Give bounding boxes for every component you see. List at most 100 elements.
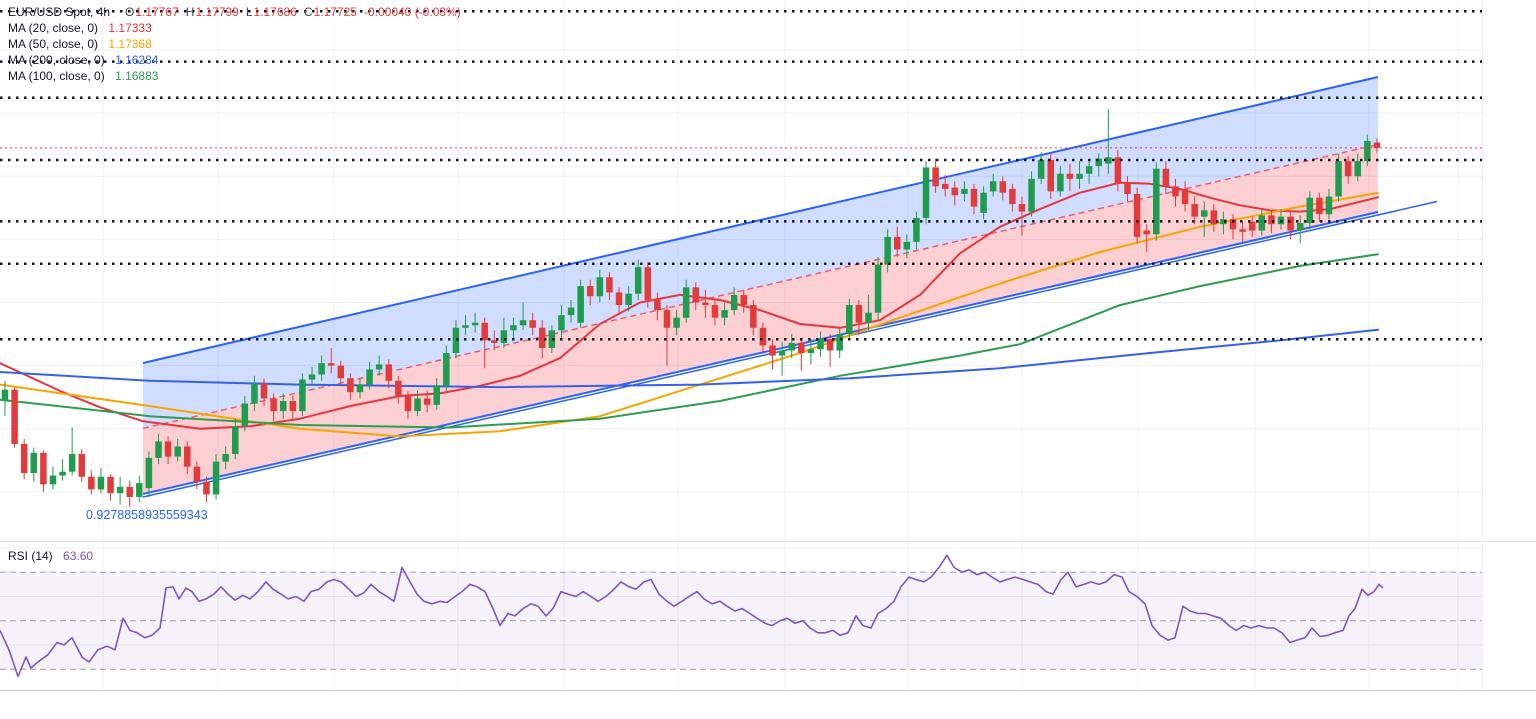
candle-up (567, 307, 575, 316)
candle-up (778, 350, 786, 356)
candle-up (212, 461, 220, 495)
candle-up (1105, 157, 1112, 164)
channel-upper-fill (143, 77, 1378, 429)
candle-up (625, 293, 632, 306)
candle-up (30, 452, 38, 473)
candle-up (807, 349, 815, 354)
candle-down (759, 327, 767, 346)
candle-up (49, 475, 57, 485)
candle-up (375, 364, 383, 370)
candle-down (40, 452, 47, 485)
candle-down (586, 286, 594, 297)
candle-down (107, 476, 114, 494)
candle-down (1287, 216, 1294, 231)
channel-lower-fill (143, 144, 1378, 494)
candle-down (203, 481, 210, 495)
candle-down (1268, 215, 1275, 225)
candle-down (606, 277, 613, 293)
candle-up (356, 384, 364, 393)
candle-up (673, 317, 680, 328)
candle-down (750, 305, 757, 328)
candle-down (970, 188, 978, 207)
candle-down (1124, 183, 1131, 194)
candle-up (817, 339, 824, 350)
candle-down (1172, 186, 1179, 197)
candle-down (769, 345, 776, 356)
candle-down (260, 383, 268, 399)
rsi-line (0, 554, 1384, 678)
candle-down (347, 378, 354, 393)
candle-down (423, 398, 431, 405)
candle-down (615, 292, 623, 306)
candle-down (1229, 219, 1237, 230)
candle-up (1076, 173, 1083, 179)
candle-up (836, 334, 843, 351)
candle-up (232, 426, 239, 455)
candle-down (1191, 204, 1198, 217)
candle-up (903, 241, 911, 250)
candle-down (164, 441, 172, 457)
ma20-line (0, 181, 1379, 430)
candle-down (826, 339, 834, 351)
candle-up (634, 267, 642, 294)
channel-bottom-line (142, 211, 1379, 495)
candle-down (1009, 188, 1016, 205)
candle-down (932, 167, 939, 187)
candle-down (893, 236, 901, 250)
candle-down (740, 294, 747, 306)
candle-up (682, 287, 690, 318)
candle-up (1057, 173, 1064, 192)
candle-up (308, 374, 316, 380)
candle-up (68, 454, 76, 472)
candle-down (1373, 142, 1381, 148)
candle-up (730, 294, 738, 311)
candle-up (452, 327, 460, 354)
candle-up (846, 305, 853, 335)
rsi-pane (0, 554, 1482, 678)
candle-down (529, 320, 536, 328)
candle-down (1114, 157, 1122, 184)
candle-down (663, 310, 671, 328)
ma50-line (0, 191, 1379, 438)
candle-down (337, 365, 345, 379)
candle-up (1037, 159, 1045, 179)
candle-up (97, 476, 105, 490)
candle-down (711, 305, 719, 318)
candle-down (798, 342, 805, 354)
candle-up (116, 486, 124, 494)
candle-up (548, 330, 556, 348)
candle-down (327, 363, 335, 366)
candle-down (539, 327, 546, 348)
candle-up (471, 322, 479, 326)
candle-down (270, 398, 277, 412)
candle-down (654, 299, 661, 311)
candle-down (999, 181, 1007, 193)
candle-up (136, 483, 143, 497)
candle-down (1181, 188, 1189, 205)
candle-up (414, 398, 421, 412)
candle-down (855, 305, 863, 323)
candle-down (289, 401, 297, 412)
candle-up (596, 277, 604, 297)
candle-up (500, 330, 508, 343)
candle-up (558, 315, 565, 331)
candle-up (366, 369, 373, 385)
candle-down (20, 443, 28, 473)
candle-up (1364, 140, 1371, 162)
candle-up (59, 471, 66, 476)
candle-up (318, 363, 325, 375)
candle-up (299, 379, 306, 412)
candle-up (961, 188, 968, 194)
candle-up (577, 286, 584, 323)
candle-down (1143, 230, 1150, 235)
key-level-lines (0, 9, 1482, 341)
candle-down (184, 446, 191, 467)
candle-up (980, 192, 987, 213)
candle-up (884, 236, 891, 265)
candle-up (279, 401, 287, 412)
candle-up (1201, 210, 1208, 217)
candle-up (1, 389, 9, 400)
candle-down (951, 187, 959, 196)
